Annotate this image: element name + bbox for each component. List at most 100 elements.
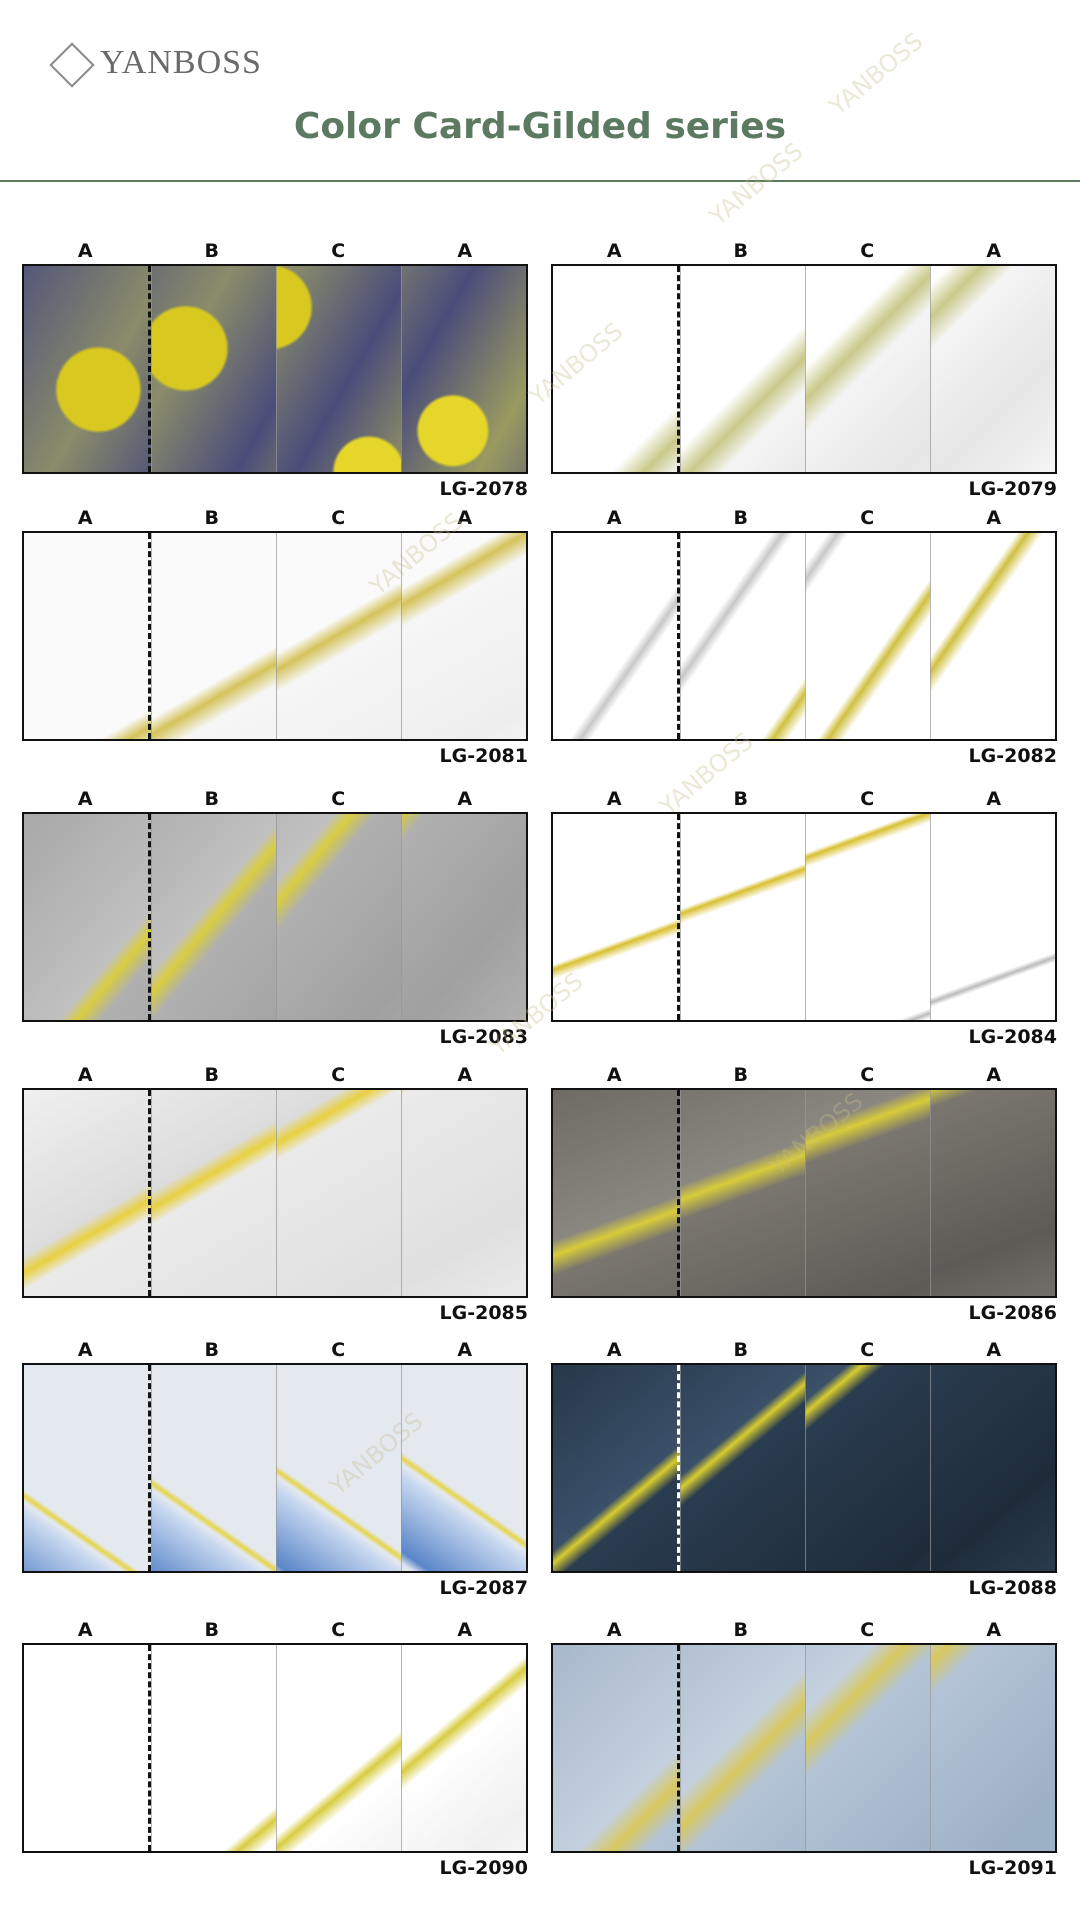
panel-label: C bbox=[860, 240, 875, 262]
panel bbox=[151, 1365, 276, 1571]
panel-label: A bbox=[77, 507, 93, 529]
sample-image bbox=[22, 1088, 528, 1298]
panel-label: C bbox=[860, 1064, 875, 1086]
card-code: LG-2088 bbox=[968, 1577, 1057, 1599]
card-code: LG-2083 bbox=[439, 1026, 528, 1048]
panel-label: B bbox=[204, 788, 219, 810]
color-card: A B C A LG-2086 bbox=[551, 1064, 1057, 1324]
panel-label: B bbox=[733, 1339, 748, 1361]
panel bbox=[805, 533, 930, 739]
panel-label: A bbox=[986, 1619, 1002, 1641]
panel bbox=[24, 266, 151, 472]
panel bbox=[553, 1645, 680, 1851]
sample-image bbox=[22, 264, 528, 474]
panel bbox=[276, 533, 401, 739]
panel-label: B bbox=[733, 1064, 748, 1086]
panel bbox=[930, 1365, 1055, 1571]
panel-label: B bbox=[733, 1619, 748, 1641]
panel-label: C bbox=[860, 788, 875, 810]
panel-label: A bbox=[986, 240, 1002, 262]
panel bbox=[805, 266, 930, 472]
panel bbox=[930, 1090, 1055, 1296]
card-code: LG-2082 bbox=[968, 745, 1057, 767]
panel bbox=[401, 1365, 526, 1571]
sample-image bbox=[551, 1643, 1057, 1853]
panel-label: A bbox=[77, 1064, 93, 1086]
panel-label: C bbox=[331, 1339, 346, 1361]
panel bbox=[680, 814, 805, 1020]
logo: YANBOSS bbox=[49, 42, 262, 88]
panel bbox=[24, 1090, 151, 1296]
panel-label: A bbox=[986, 1064, 1002, 1086]
panel bbox=[401, 1090, 526, 1296]
panel bbox=[680, 266, 805, 472]
panel-label: B bbox=[733, 788, 748, 810]
panel bbox=[553, 266, 680, 472]
card-code: LG-2079 bbox=[968, 478, 1057, 500]
panel bbox=[680, 1365, 805, 1571]
sample-image bbox=[22, 531, 528, 741]
panel-label: A bbox=[606, 240, 622, 262]
panel-label: A bbox=[986, 1339, 1002, 1361]
panel bbox=[276, 814, 401, 1020]
panel-label: B bbox=[204, 1619, 219, 1641]
panel-label: B bbox=[733, 507, 748, 529]
color-card: A B C A LG-2087 bbox=[22, 1339, 528, 1599]
panel-label: A bbox=[77, 788, 93, 810]
panel bbox=[401, 533, 526, 739]
panel-label: C bbox=[860, 1619, 875, 1641]
panel-label: B bbox=[204, 1339, 219, 1361]
divider bbox=[0, 180, 1080, 182]
panel-label: A bbox=[606, 1339, 622, 1361]
panel bbox=[24, 1645, 151, 1851]
panel bbox=[401, 1645, 526, 1851]
panel-label: A bbox=[986, 788, 1002, 810]
sample-image bbox=[22, 1643, 528, 1853]
panel-label: A bbox=[606, 1064, 622, 1086]
card-code: LG-2086 bbox=[968, 1302, 1057, 1324]
panel bbox=[151, 533, 276, 739]
sample-image bbox=[551, 1088, 1057, 1298]
panel-label: B bbox=[204, 240, 219, 262]
color-card: A B C A LG-2079 bbox=[551, 240, 1057, 500]
color-card: A B C A LG-2083 bbox=[22, 788, 528, 1048]
panel-label: C bbox=[331, 788, 346, 810]
card-code: LG-2091 bbox=[968, 1857, 1057, 1879]
watermark: YANBOSS bbox=[704, 137, 809, 231]
panel-label: A bbox=[457, 507, 473, 529]
panel bbox=[151, 1090, 276, 1296]
color-card: A B C A LG-2084 bbox=[551, 788, 1057, 1048]
title: Color Card-Gilded series bbox=[293, 106, 787, 147]
panel bbox=[930, 266, 1055, 472]
panel-label: A bbox=[77, 1619, 93, 1641]
panel bbox=[553, 533, 680, 739]
panel bbox=[276, 1090, 401, 1296]
card-code: LG-2087 bbox=[439, 1577, 528, 1599]
card-code: LG-2085 bbox=[439, 1302, 528, 1324]
panel bbox=[553, 1365, 680, 1571]
sample-image bbox=[551, 531, 1057, 741]
panel-label: A bbox=[986, 507, 1002, 529]
sample-image bbox=[551, 264, 1057, 474]
sample-image bbox=[551, 1363, 1057, 1573]
panel-label: A bbox=[457, 1339, 473, 1361]
panel-label: C bbox=[331, 240, 346, 262]
card-code: LG-2081 bbox=[439, 745, 528, 767]
color-card: A B C A LG-2091 bbox=[551, 1619, 1057, 1879]
panel bbox=[680, 1090, 805, 1296]
panel bbox=[930, 814, 1055, 1020]
panel bbox=[276, 266, 401, 472]
panel-label: C bbox=[331, 1619, 346, 1641]
